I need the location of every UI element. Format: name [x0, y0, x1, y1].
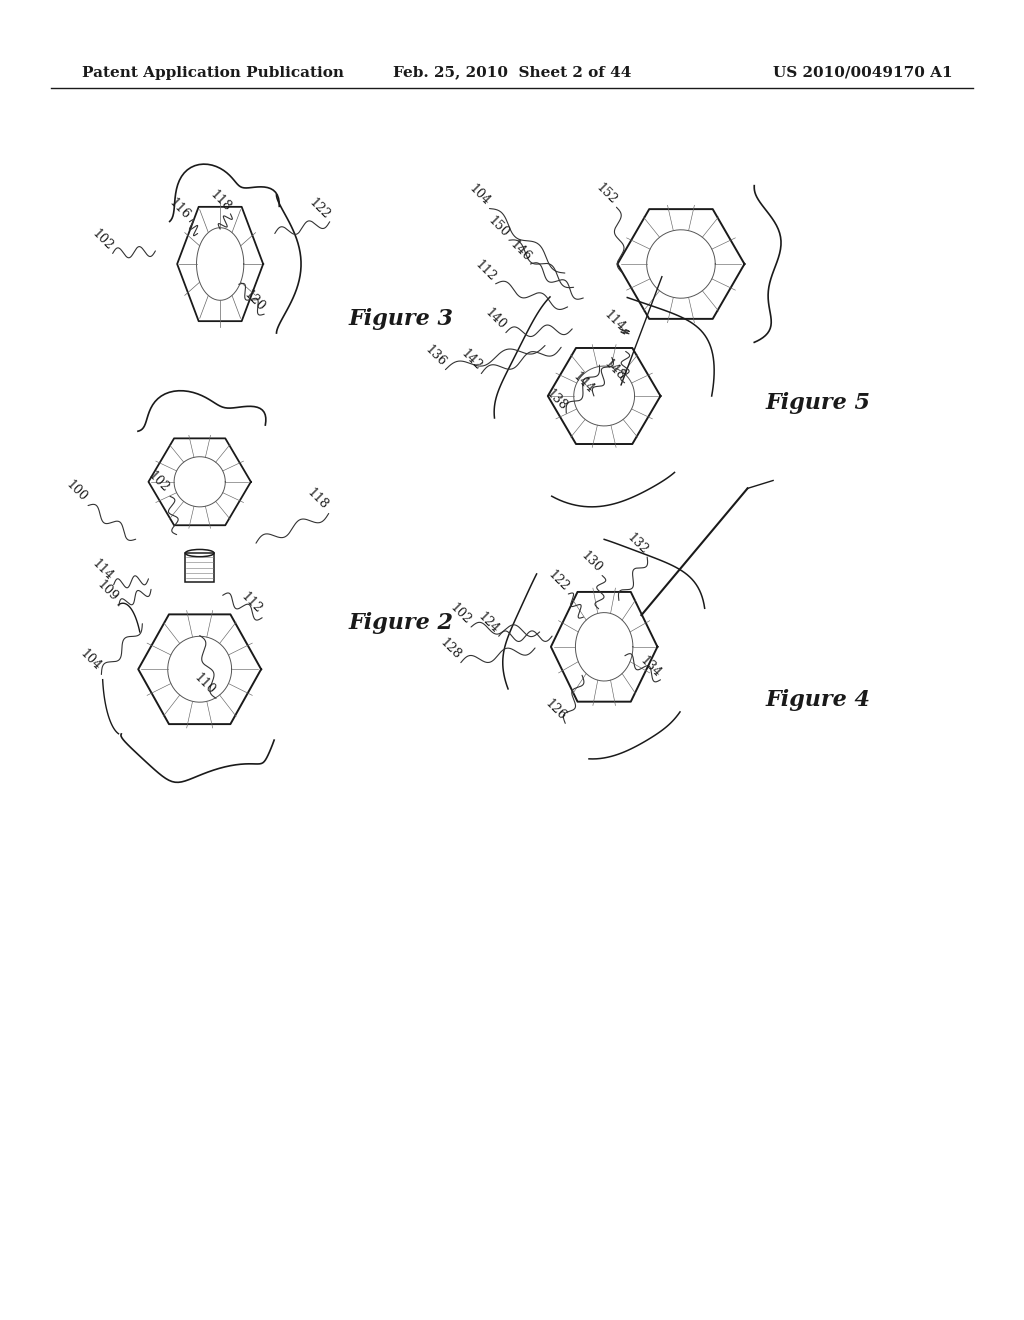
Text: Figure 3: Figure 3: [348, 309, 454, 330]
Text: 122: 122: [545, 568, 571, 594]
Text: 112: 112: [472, 257, 499, 284]
Text: 144: 144: [570, 370, 597, 396]
Text: 114: 114: [601, 308, 628, 334]
Text: 112: 112: [238, 590, 264, 616]
Text: 122: 122: [306, 195, 333, 222]
Text: Figure 5: Figure 5: [766, 392, 871, 413]
Text: 130: 130: [579, 549, 605, 576]
Text: 102: 102: [447, 601, 474, 627]
Text: 124: 124: [475, 610, 502, 636]
Text: Feb. 25, 2010  Sheet 2 of 44: Feb. 25, 2010 Sheet 2 of 44: [393, 66, 631, 79]
Text: 100: 100: [63, 478, 90, 504]
Text: 118: 118: [304, 486, 331, 512]
Text: 150: 150: [485, 214, 512, 240]
Text: 109: 109: [94, 578, 121, 605]
Text: 136: 136: [422, 343, 449, 370]
Text: 152: 152: [593, 181, 620, 207]
Text: 104: 104: [466, 182, 493, 209]
Text: 134: 134: [637, 653, 664, 680]
Text: 120: 120: [241, 288, 267, 314]
Text: 114: 114: [89, 557, 116, 583]
Text: 116: 116: [166, 195, 193, 222]
Text: Patent Application Publication: Patent Application Publication: [82, 66, 344, 79]
Text: 118: 118: [207, 187, 233, 214]
Text: US 2010/0049170 A1: US 2010/0049170 A1: [773, 66, 952, 79]
Text: 128: 128: [437, 636, 464, 663]
Text: 142: 142: [458, 347, 484, 374]
Text: 104: 104: [77, 647, 103, 673]
Text: Figure 2: Figure 2: [348, 612, 454, 634]
Text: 126: 126: [542, 697, 568, 723]
Text: 148: 148: [601, 356, 628, 383]
Text: 102: 102: [89, 227, 116, 253]
Text: 140: 140: [482, 306, 509, 333]
Bar: [185, 553, 214, 582]
Text: 138: 138: [543, 387, 569, 413]
Text: 146: 146: [507, 238, 534, 264]
Text: 132: 132: [624, 531, 650, 557]
Text: 102: 102: [145, 469, 172, 495]
Text: Figure 4: Figure 4: [766, 689, 871, 710]
Text: 110: 110: [191, 671, 218, 697]
